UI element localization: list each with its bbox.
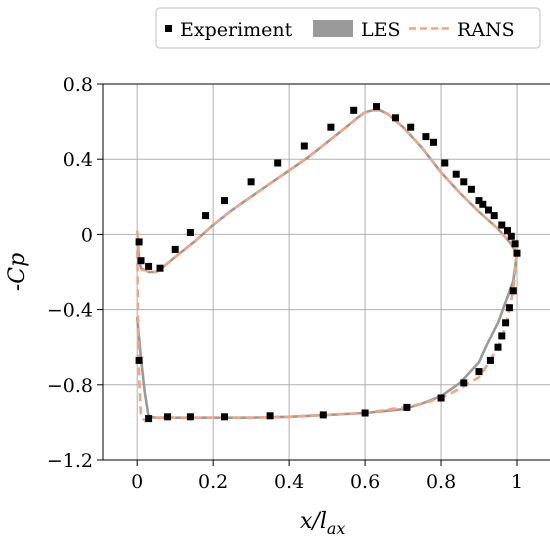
x-tick-label: 0.4 xyxy=(274,471,304,493)
x-axis-label-sub: ax xyxy=(327,519,346,538)
experiment-point xyxy=(452,170,460,178)
legend-experiment-marker xyxy=(165,25,172,32)
experiment-point xyxy=(164,413,172,421)
x-tick-label: 1 xyxy=(511,471,523,493)
x-tick-label: 0.2 xyxy=(198,471,228,493)
experiment-point xyxy=(509,287,517,295)
y-tick-label: −1.2 xyxy=(47,450,93,472)
experiment-point xyxy=(486,356,494,364)
experiment-point xyxy=(430,138,437,146)
experiment-point xyxy=(498,332,506,340)
experiment-point xyxy=(145,415,153,423)
rans-line xyxy=(135,109,519,422)
experiment-point xyxy=(247,178,255,186)
experiment-point xyxy=(266,412,274,420)
experiment-point xyxy=(300,142,308,150)
grid xyxy=(97,83,550,466)
experiment-point xyxy=(350,106,358,114)
les-line xyxy=(135,109,519,419)
legend-les-label: LES xyxy=(361,19,401,41)
experiment-point xyxy=(135,238,143,246)
experiment-point xyxy=(437,394,445,402)
experiment-point xyxy=(504,227,511,235)
experiment-point xyxy=(392,114,399,122)
experiment-point xyxy=(403,403,411,411)
x-axis-label: x/lax xyxy=(300,509,345,538)
x-tick-label: 0.6 xyxy=(350,471,380,493)
experiment-point xyxy=(475,197,483,205)
experiment-point xyxy=(490,212,498,220)
experiment-point xyxy=(202,212,210,220)
x-tick-label: 0 xyxy=(131,471,143,493)
y-tick-label: 0.8 xyxy=(63,74,93,96)
tick-labels: 0 0.2 0.4 0.6 0.8 1 0.8 0.4 0 −0.4 −0.8 −1.2 xyxy=(47,74,523,493)
experiment-point xyxy=(135,356,143,364)
experiment-point xyxy=(145,262,153,270)
experiment-point xyxy=(422,133,430,141)
experiment-point xyxy=(505,304,513,312)
experiment-point xyxy=(319,411,327,419)
legend: Experiment LES RANS xyxy=(155,7,541,49)
y-axis-label: -Cp xyxy=(5,253,30,291)
experiment-point xyxy=(441,159,449,167)
experiment-point xyxy=(156,264,164,272)
experiment-point xyxy=(460,379,468,387)
experiment-point xyxy=(171,245,179,253)
experiment-point xyxy=(494,343,502,351)
experiment-point xyxy=(479,200,487,208)
experiment-point xyxy=(373,103,380,111)
plot-frame xyxy=(102,83,550,461)
experiment-point xyxy=(407,123,415,131)
x-tick-label: 0.8 xyxy=(426,471,456,493)
experiment-point xyxy=(221,413,228,421)
y-tick-label: 0.4 xyxy=(63,149,93,171)
x-axis-label-main: x/l xyxy=(300,509,327,534)
y-tick-label: 0 xyxy=(81,224,93,246)
experiment-point xyxy=(467,185,475,193)
experiment-point xyxy=(186,413,194,421)
legend-les-swatch xyxy=(313,20,353,37)
experiment-point xyxy=(186,229,194,236)
experiment-point xyxy=(221,197,228,205)
experiment-point xyxy=(460,178,468,186)
experiment-point xyxy=(513,249,521,257)
experiment-point xyxy=(507,232,515,240)
legend-experiment-label: Experiment xyxy=(180,19,293,41)
experiment-point xyxy=(511,240,519,248)
experiment-point xyxy=(327,123,335,131)
experiment-point xyxy=(485,206,492,214)
experiment-point xyxy=(361,409,369,417)
y-tick-label: −0.4 xyxy=(47,300,93,322)
experiment-point xyxy=(274,159,282,167)
legend-rans-label: RANS xyxy=(457,19,515,41)
series xyxy=(135,103,521,423)
experiment-point xyxy=(475,368,483,376)
y-tick-label: −0.8 xyxy=(47,375,93,397)
experiment-point xyxy=(498,221,506,229)
experiment-point xyxy=(137,257,145,265)
experiment-point xyxy=(502,319,510,327)
